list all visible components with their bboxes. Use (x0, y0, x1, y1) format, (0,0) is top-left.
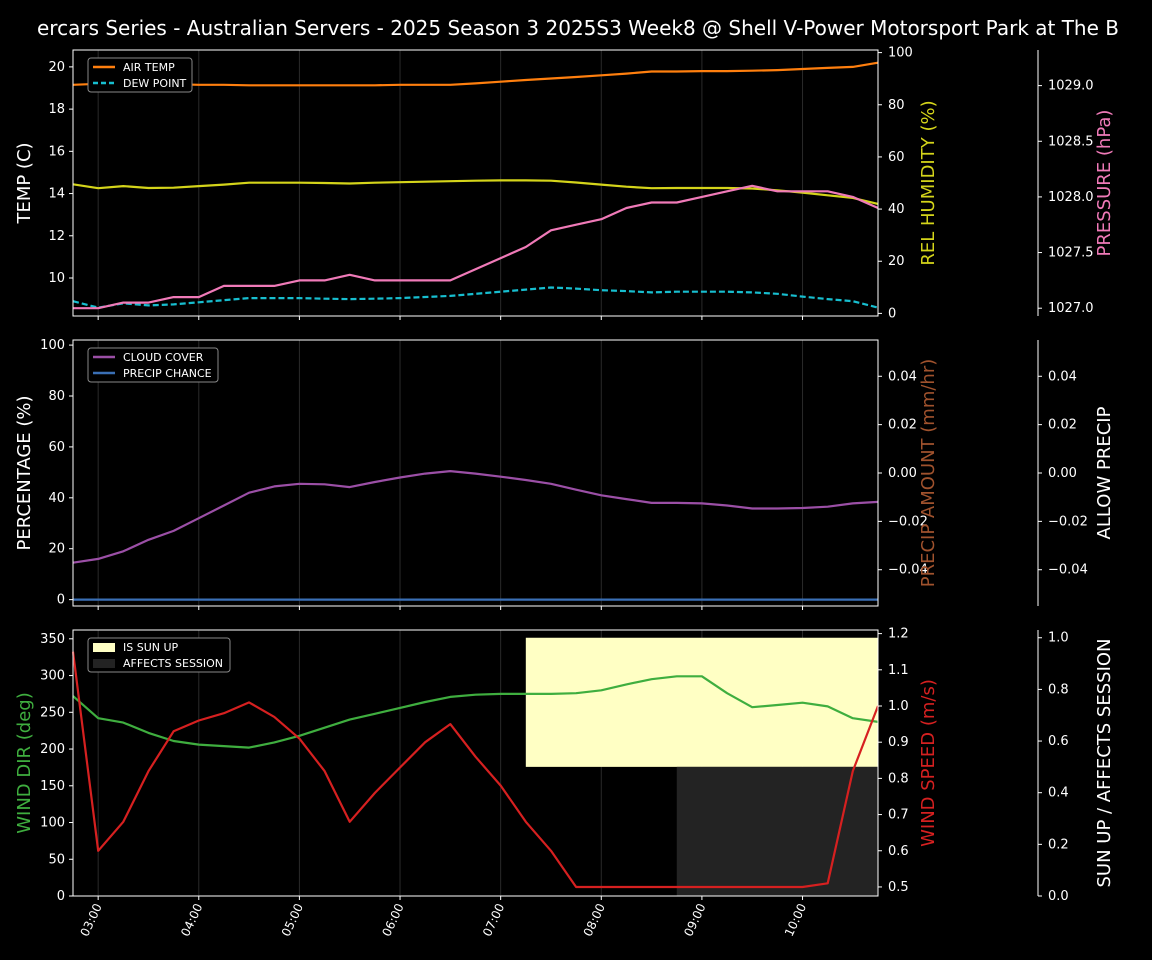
right-tick-label: 60 (888, 150, 905, 165)
legend-label: AFFECTS SESSION (123, 657, 223, 670)
left-tick-label: 200 (40, 742, 65, 757)
chart-panels: 10 12 14 16 18 20 TEMP (C) 0 20 40 60 80 100 REL HUMI… (14, 46, 1115, 939)
secondary-tick-label: 0.04 (1048, 369, 1077, 384)
secondary-tick-label: 1027.5 (1048, 246, 1094, 261)
is-sun-up-area (525, 637, 878, 767)
left-tick-label: 0 (57, 593, 65, 608)
left-tick-label: 100 (40, 816, 65, 831)
right-tick-label: 0.9 (888, 735, 909, 750)
right-tick-label: 0.6 (888, 844, 909, 859)
left-axis-label: WIND DIR (deg) (14, 692, 35, 834)
right-axis-label: REL HUMIDITY (%) (918, 100, 939, 265)
precipitation-panel: 0 20 40 60 80 100 PERCENTAGE (%) −0.04 −0.02 0.00… (14, 338, 1115, 610)
left-tick-label: 18 (48, 102, 65, 117)
right-tick-label: 20 (888, 254, 905, 269)
secondary-axis-label: PRESSURE (hPa) (1094, 110, 1115, 257)
right-tick-label: 1.1 (888, 663, 909, 678)
legend-label: IS SUN UP (123, 641, 179, 654)
left-tick-label: 60 (48, 440, 65, 455)
pressure-line (73, 184, 879, 310)
left-tick-label: 350 (40, 632, 65, 647)
left-tick-label: 14 (48, 187, 65, 202)
right-tick-label: −0.02 (888, 514, 928, 529)
chart-title: ercars Series - Australian Servers - 202… (37, 16, 1119, 40)
left-tick-label: 150 (40, 779, 65, 794)
secondary-tick-label: 0.2 (1048, 837, 1069, 852)
plot-frame (72, 629, 879, 897)
left-tick-label: 20 (48, 60, 65, 75)
left-tick-label: 80 (48, 389, 65, 404)
left-tick-label: 12 (48, 229, 65, 244)
secondary-tick-label: 0.0 (1048, 889, 1069, 904)
right-tick-label: 0.02 (888, 418, 917, 433)
legend-label: CLOUD COVER (123, 351, 204, 364)
secondary-tick-label: 0.8 (1048, 682, 1069, 697)
right-tick-label: 40 (888, 202, 905, 217)
plot-frame (72, 49, 879, 317)
right-tick-label: 100 (888, 46, 913, 61)
air-temp-line (72, 61, 879, 87)
wind-dir-line (72, 675, 879, 749)
right-axis-label: WIND SPEED (m/s) (918, 679, 939, 847)
legend-box (87, 347, 219, 383)
left-tick-label: 0 (57, 889, 65, 904)
temperature-panel: 10 12 14 16 18 20 TEMP (C) 0 20 40 60 80 100 REL HUMI… (14, 46, 1115, 322)
secondary-axis-label: SUN UP / AFFECTS SESSION (1094, 638, 1115, 887)
legend-swatch (93, 659, 115, 668)
left-tick-label: 250 (40, 705, 65, 720)
secondary-tick-label: −0.02 (1048, 514, 1088, 529)
left-tick-label: 50 (48, 852, 65, 867)
secondary-tick-label: 1028.0 (1048, 190, 1094, 205)
legend-label: DEW POINT (123, 77, 187, 90)
wind-speed-line (71, 651, 880, 889)
right-tick-label: 0.8 (888, 771, 909, 786)
legend-box (87, 637, 231, 673)
left-axis-label: TEMP (C) (14, 142, 35, 224)
secondary-tick-label: −0.04 (1048, 563, 1088, 578)
cloud-cover-line (72, 470, 879, 564)
right-tick-label: 80 (888, 98, 905, 113)
dew-point-line (72, 286, 879, 309)
legend: AIR TEMP DEW POINT (87, 57, 193, 93)
secondary-tick-label: 1027.0 (1048, 301, 1094, 316)
legend: IS SUN UP AFFECTS SESSION (87, 637, 231, 673)
secondary-tick-label: 0.00 (1048, 466, 1077, 481)
right-tick-label: −0.04 (888, 563, 928, 578)
secondary-tick-label: 1029.0 (1048, 79, 1094, 94)
left-tick-label: 300 (40, 669, 65, 684)
secondary-tick-label: 0.6 (1048, 734, 1069, 749)
secondary-tick-label: 1.0 (1048, 631, 1069, 646)
affects-session-area (676, 766, 878, 896)
right-tick-label: 1.0 (888, 699, 909, 714)
wind-panel: 0 50 100 150 200 250 300 350 WIND DIR (deg) 0.5 0.… (14, 627, 1115, 939)
left-axis-label: PERCENTAGE (%) (14, 395, 35, 550)
left-tick-label: 20 (48, 542, 65, 557)
right-tick-label: 1.2 (888, 627, 909, 642)
legend-swatch (93, 643, 115, 652)
right-tick-label: 0 (888, 306, 896, 321)
right-tick-label: 0.5 (888, 880, 909, 895)
legend-label: AIR TEMP (123, 61, 175, 74)
left-tick-label: 10 (48, 271, 65, 286)
right-tick-label: 0.04 (888, 369, 917, 384)
secondary-tick-label: 0.02 (1048, 418, 1077, 433)
left-tick-label: 100 (40, 338, 65, 353)
secondary-tick-label: 0.4 (1048, 786, 1069, 801)
right-axis-label: PRECIP AMOUNT (mm/hr) (918, 359, 939, 588)
left-tick-label: 16 (48, 144, 65, 159)
left-tick-label: 40 (48, 491, 65, 506)
legend: CLOUD COVER PRECIP CHANCE (87, 347, 219, 383)
right-tick-label: 0.00 (888, 466, 917, 481)
secondary-axis-label: ALLOW PRECIP (1094, 406, 1115, 539)
legend-label: PRECIP CHANCE (123, 367, 212, 380)
secondary-tick-label: 1028.5 (1048, 134, 1094, 149)
right-tick-label: 0.7 (888, 808, 909, 823)
